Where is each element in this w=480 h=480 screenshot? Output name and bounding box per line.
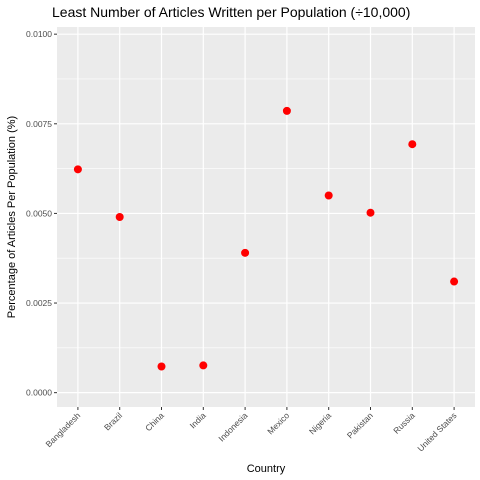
x-tick-label: Indonesia (216, 410, 249, 443)
x-tick-label: Mexico (265, 410, 291, 436)
y-tick-label: 0.0100 (26, 29, 52, 39)
data-point (115, 213, 124, 221)
data-point (366, 208, 375, 217)
y-tick-label: 0.0000 (26, 388, 52, 398)
data-point (157, 362, 166, 371)
y-tick-label: 0.0050 (26, 208, 52, 218)
data-point (408, 140, 417, 149)
chart-title: Least Number of Articles Written per Pop… (52, 4, 410, 20)
data-point (324, 191, 333, 200)
x-tick-label: Bangladesh (43, 410, 82, 449)
data-point (199, 361, 208, 370)
minor-gridlines (57, 78, 475, 349)
y-axis-title: Percentage of Articles Per Population (%… (6, 116, 18, 318)
data-point (241, 248, 250, 257)
x-axis: Bangladesh Brazil China India Indonesia Mexic… (43, 407, 459, 453)
x-axis-title: Country (247, 463, 286, 475)
x-tick-label: China (143, 410, 166, 433)
x-tick-label: Pakistan (345, 410, 375, 440)
data-point (73, 165, 82, 174)
data-points (73, 106, 459, 371)
y-tick-label: 0.0025 (26, 298, 52, 308)
x-tick-label: Russia (391, 410, 417, 436)
x-tick-label: India (188, 410, 208, 430)
y-tick-label: 0.0075 (26, 119, 52, 129)
x-tick-label: Nigeria (307, 410, 333, 436)
x-tick-label: United States (415, 410, 458, 453)
plot-panel (57, 27, 475, 407)
y-axis: 0.0000 0.0025 0.0050 0.0075 0.0100 (26, 29, 57, 398)
x-tick-label: Brazil (102, 410, 124, 432)
data-point (450, 277, 459, 286)
data-point (282, 106, 291, 115)
